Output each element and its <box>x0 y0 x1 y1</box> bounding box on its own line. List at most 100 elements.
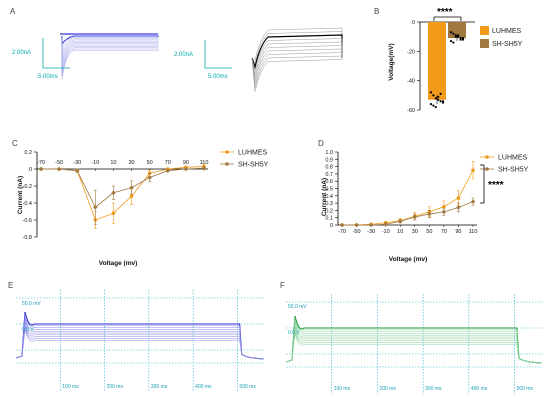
data-point <box>383 222 388 227</box>
data-point <box>459 38 462 41</box>
data-point <box>452 41 455 44</box>
legend-swatch <box>480 26 489 35</box>
x-tick-label: 300 ms <box>151 384 168 390</box>
x-tick-label: 50 <box>426 229 432 235</box>
data-point <box>449 39 453 43</box>
legend-swatch <box>480 39 489 48</box>
panel-label-f: F <box>280 281 285 290</box>
x-tick-label: 70 <box>441 229 447 235</box>
y-tick-label: 0.5 <box>325 187 333 193</box>
series-line <box>342 201 474 226</box>
trace-line <box>285 331 543 364</box>
data-point <box>437 98 440 101</box>
x-tick-label: 10 <box>110 160 116 166</box>
trace-line <box>285 319 543 364</box>
x-tick-label: -50 <box>353 229 361 235</box>
x-tick-label: 400 ms <box>195 384 212 390</box>
scale-label-current-left: 2.00nA <box>12 50 31 56</box>
y-tick-label: -0.4 <box>23 201 32 207</box>
x-tick-label: 30 <box>128 160 134 166</box>
data-point <box>339 222 345 228</box>
data-point <box>439 92 442 95</box>
x-tick-label: 300 ms <box>425 386 442 392</box>
x-tick-label: 200 ms <box>379 386 396 392</box>
data-point <box>38 166 44 172</box>
panel-c-line-chart: Current (nA) Voltage (mv) 0.2 0 -0.2 -0.4 -0… <box>17 150 269 268</box>
trace-line <box>251 34 343 70</box>
data-point <box>456 196 461 200</box>
legend-marker <box>225 162 229 166</box>
y-tick-label: 0 <box>412 20 415 26</box>
panel-d-plot: 00.1 0.20.30.40.5 0.60.70.8 0.91.0 -70 -50 -30… <box>325 150 477 235</box>
data-point <box>429 91 433 94</box>
y-tick-label: -20 <box>407 49 415 55</box>
trace-line <box>15 315 265 360</box>
y-tick-label: 0.2 <box>325 208 333 214</box>
panel-e-label-mid: 0.0 V <box>22 327 34 333</box>
y-tick-label: 0 <box>330 223 333 229</box>
legend-label: LUHMES <box>492 28 522 35</box>
data-point <box>93 204 98 210</box>
trace-line <box>15 311 265 360</box>
y-tick-label: 1.0 <box>325 150 333 156</box>
data-point <box>129 194 134 198</box>
trace-line <box>61 39 159 54</box>
x-tick-label: 200 ms <box>107 384 124 390</box>
data-point <box>354 222 359 228</box>
panel-c-ylabel: Current (nA) <box>17 176 24 214</box>
y-tick-label: -0.8 <box>23 235 32 241</box>
trace-line <box>251 41 343 75</box>
panel-b-significance: **** <box>437 7 453 18</box>
series-line <box>342 170 474 226</box>
trace-group-right <box>251 27 343 92</box>
data-point <box>457 34 460 37</box>
data-point <box>470 199 476 204</box>
trace-line <box>61 48 159 77</box>
panel-a-traces: 2.00nA 5.00ms 2.00nA 5.00ms <box>12 27 343 92</box>
data-point <box>441 100 445 103</box>
legend-marker <box>485 167 489 171</box>
panel-label-e: E <box>8 281 13 290</box>
x-tick-label: 110 <box>200 160 209 166</box>
x-tick-label: 100 ms <box>334 386 351 392</box>
trace-line <box>285 315 543 364</box>
y-tick-label: 0.4 <box>325 194 333 200</box>
legend-marker <box>485 155 489 159</box>
bar <box>428 22 446 100</box>
data-point <box>449 31 453 34</box>
data-point <box>432 104 435 107</box>
data-point <box>74 168 80 173</box>
data-point <box>432 94 435 97</box>
data-point <box>441 209 447 215</box>
scale-label-time-right: 5.00ms <box>208 74 228 80</box>
trace-line <box>61 47 159 73</box>
x-tick-label: 70 <box>165 160 171 166</box>
data-point <box>434 97 437 100</box>
panel-d-xlabel: Voltage (mv) <box>389 256 428 263</box>
panel-b-bars <box>428 22 466 109</box>
panel-c-plot: 0.2 0 -0.2 -0.4 -0.6 -0.8 -70 -50 -30 -10 10 30 50 70… <box>23 150 209 241</box>
x-tick-label: -50 <box>55 160 63 166</box>
data-point <box>434 105 437 109</box>
scale-label-time-left: 5.00ms <box>38 74 58 80</box>
legend-label: SH-SH5Y <box>498 167 529 174</box>
panel-b-axes: 0 -20 -40 -60 <box>407 20 475 114</box>
trace-line <box>251 55 343 89</box>
x-tick-label: 110 <box>469 229 478 235</box>
trace-line <box>251 48 343 82</box>
panel-f-traces <box>285 315 543 364</box>
panel-f-label-mid: 0.0 V <box>288 330 300 336</box>
y-tick-label: -0.6 <box>23 218 32 224</box>
data-point <box>111 190 116 196</box>
trace-line <box>61 43 159 64</box>
x-tick-label: 400 ms <box>471 386 488 392</box>
y-tick-label: 0.1 <box>325 216 333 222</box>
panel-d-line-chart: Current (nA) Voltage (mv) 00.10.20.30.40… <box>321 150 529 263</box>
x-tick-label: -70 <box>37 160 45 166</box>
data-point <box>471 168 475 173</box>
panel-c-legend: LUHMES SH-SH5Y <box>220 150 269 169</box>
y-tick-label: -60 <box>407 108 415 114</box>
legend-marker <box>225 150 229 154</box>
scale-label-current-right: 2.00nA <box>174 52 193 58</box>
panel-b-bar-chart: Voltage(mV) 0 -20 -40 -60 LUHMES SH-SH5Y ***… <box>388 7 523 114</box>
